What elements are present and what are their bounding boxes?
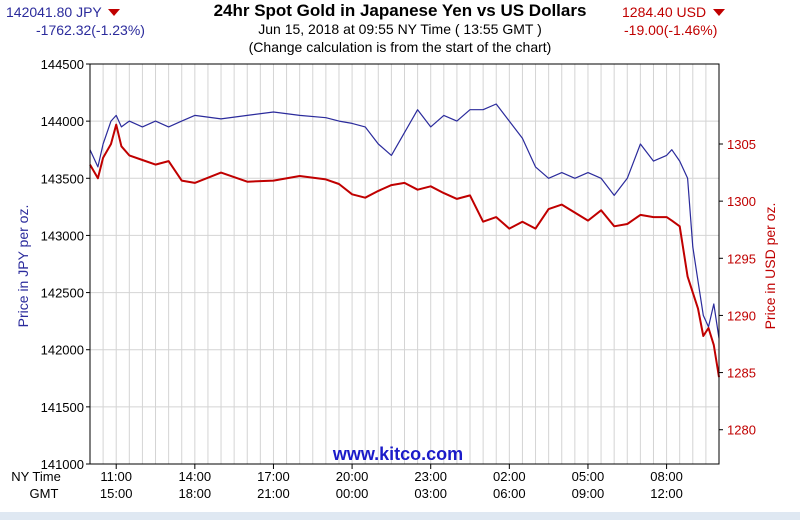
- y-tick-label-left: 144500: [41, 57, 84, 72]
- chart-subtitle: Jun 15, 2018 at 09:55 NY Time ( 13:55 GM…: [258, 21, 542, 37]
- xlabel-gmt: GMT: [30, 486, 59, 501]
- jpy-price-value: 142041.80 JPY: [6, 4, 102, 20]
- y-tick-label-left: 142500: [41, 286, 84, 301]
- usd-price: 1284.40 USD: [622, 4, 725, 20]
- series-line-usd: [89, 123, 720, 378]
- bottom-strip: [0, 512, 800, 520]
- y-tick-label-right: 1295: [727, 251, 756, 266]
- x-tick-label-ny: 14:00: [179, 469, 212, 484]
- y-tick-label-right: 1305: [727, 137, 756, 152]
- ylabel-left: Price in JPY per oz.: [15, 205, 31, 328]
- x-tick-label-gmt: 03:00: [414, 486, 447, 501]
- usd-price-value: 1284.40 USD: [622, 4, 707, 20]
- x-tick-label-gmt: 21:00: [257, 486, 290, 501]
- y-tick-label-left: 144000: [41, 114, 84, 129]
- x-tick-label-ny: 20:00: [336, 469, 369, 484]
- x-tick-label-gmt: 15:00: [100, 486, 133, 501]
- y-tick-label-left: 141500: [41, 400, 84, 415]
- x-tick-label-ny: 23:00: [414, 469, 447, 484]
- usd-down-icon: [712, 9, 725, 16]
- series-line-jpy: [89, 103, 720, 339]
- x-tick-label-ny: 11:00: [100, 469, 132, 484]
- x-tick-label-gmt: 12:00: [650, 486, 683, 501]
- xlabel-ny: NY Time: [11, 469, 61, 484]
- chart-title: 24hr Spot Gold in Japanese Yen vs US Dol…: [213, 1, 587, 20]
- plot-frame: [89, 63, 720, 465]
- x-tick-label-gmt: 06:00: [493, 486, 526, 501]
- usd-change: -19.00(-1.46%): [624, 22, 718, 38]
- x-tick-label-gmt: 09:00: [572, 486, 605, 501]
- jpy-price: 142041.80 JPY: [6, 4, 121, 20]
- y-tick-label-right: 1285: [727, 366, 756, 381]
- y-tick-label-left: 143500: [41, 171, 84, 186]
- jpy-change: -1762.32(-1.23%): [36, 22, 145, 38]
- x-tick-label-ny: 05:00: [572, 469, 605, 484]
- x-tick-label-gmt: 00:00: [336, 486, 369, 501]
- y-tick-label-right: 1290: [727, 308, 756, 323]
- x-tick-label-ny: 08:00: [650, 469, 683, 484]
- x-tick-label-ny: 17:00: [257, 469, 290, 484]
- y-tick-label-right: 1280: [727, 423, 756, 438]
- chart-note: (Change calculation is from the start of…: [248, 39, 552, 55]
- x-tick-label-ny: 02:00: [493, 469, 526, 484]
- x-tick-label-gmt: 18:00: [179, 486, 212, 501]
- y-tick-label-left: 143000: [41, 228, 84, 243]
- jpy-down-icon: [108, 9, 121, 16]
- y-tick-label-left: 141000: [41, 457, 84, 472]
- y-tick-label-left: 142000: [41, 343, 84, 358]
- watermark: www.kitco.com: [332, 444, 463, 464]
- ylabel-right: Price in USD per oz.: [762, 203, 778, 330]
- y-tick-label-right: 1300: [727, 194, 756, 209]
